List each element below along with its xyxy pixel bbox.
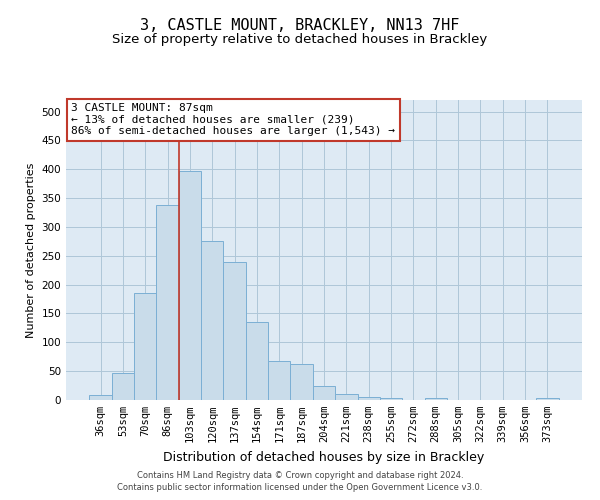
Bar [358,397,380,400]
Bar [380,398,402,400]
Bar [335,394,358,400]
Text: Size of property relative to detached houses in Brackley: Size of property relative to detached ho… [112,32,488,46]
Bar [223,262,246,400]
Bar [313,386,335,400]
Bar [246,322,268,400]
Bar [201,242,223,400]
Y-axis label: Number of detached properties: Number of detached properties [26,162,36,338]
Text: 3 CASTLE MOUNT: 87sqm
← 13% of detached houses are smaller (239)
86% of semi-det: 3 CASTLE MOUNT: 87sqm ← 13% of detached … [71,103,395,136]
X-axis label: Distribution of detached houses by size in Brackley: Distribution of detached houses by size … [163,450,485,464]
Text: 3, CASTLE MOUNT, BRACKLEY, NN13 7HF: 3, CASTLE MOUNT, BRACKLEY, NN13 7HF [140,18,460,32]
Bar [268,361,290,400]
Bar [134,294,157,400]
Bar [89,396,112,400]
Bar [425,398,447,400]
Bar [157,205,179,400]
Text: Contains public sector information licensed under the Open Government Licence v3: Contains public sector information licen… [118,484,482,492]
Bar [536,398,559,400]
Text: Contains HM Land Registry data © Crown copyright and database right 2024.: Contains HM Land Registry data © Crown c… [137,471,463,480]
Bar [290,364,313,400]
Bar [112,374,134,400]
Bar [179,171,201,400]
